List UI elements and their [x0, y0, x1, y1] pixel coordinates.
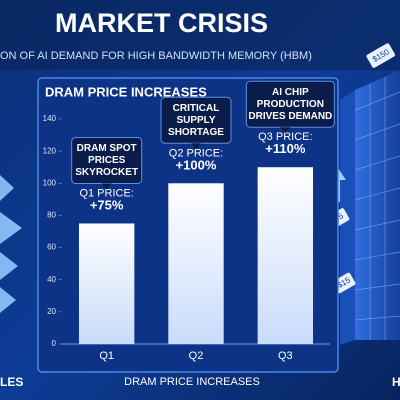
x-tick-label: Q1	[99, 350, 114, 362]
x-tick-label: Q3	[278, 350, 293, 362]
callout-pointer	[280, 127, 291, 134]
side-label: LES	[0, 375, 23, 389]
value-label: Q3 PRICE: +110%	[258, 131, 312, 157]
x-tick-label: Q2	[189, 350, 204, 362]
y-tick-label: 20	[47, 307, 56, 316]
page-subtitle: ON OF AI DEMAND FOR HIGH BANDWIDTH MEMOR…	[0, 50, 312, 62]
callout-text: CRITICAL	[173, 103, 220, 114]
bar	[168, 183, 224, 344]
server-building	[330, 70, 400, 345]
y-tick-label: 140	[43, 114, 57, 123]
callout-pointer	[101, 183, 112, 190]
bar	[78, 223, 135, 344]
y-tick-label: 100	[43, 178, 57, 187]
page-title: MARKET CRISIS	[55, 8, 268, 38]
callout-text: DRAM SPOT	[77, 143, 137, 154]
y-tick-label: 0	[52, 339, 57, 348]
callout-text: PRICES	[88, 155, 126, 166]
callout-text: AI CHIP	[272, 87, 309, 98]
chart-title: DRAM PRICE INCREASES	[45, 84, 207, 99]
callout-box	[160, 96, 232, 144]
bar	[257, 167, 314, 344]
callout-text: SHORTAGE	[168, 127, 224, 138]
callout-pointer	[191, 143, 201, 150]
y-tick-label: 40	[47, 275, 56, 284]
callout-text: DRIVES DEMAND	[248, 111, 332, 122]
value-label: Q2 PRICE: +100%	[169, 147, 223, 173]
x-axis-title: DRAM PRICE INCREASES	[124, 376, 260, 388]
y-tick-label: 80	[47, 211, 56, 220]
plot: 0 20 40 60 80 100 120 140 Q1 Q1 PRICE: +75% DRAM SP…	[43, 80, 335, 362]
callout-text: SUPPLY	[176, 115, 215, 126]
header-band	[0, 0, 400, 70]
left-arrows	[0, 175, 22, 313]
callout-text: PRODUCTION	[257, 99, 324, 110]
y-tick-label: 120	[43, 146, 57, 155]
y-tick-label: 60	[47, 243, 56, 252]
side-label: H	[392, 375, 400, 389]
value-label: Q1 PRICE: +75%	[79, 187, 133, 213]
callout-text: SKYROCKET	[75, 167, 138, 178]
